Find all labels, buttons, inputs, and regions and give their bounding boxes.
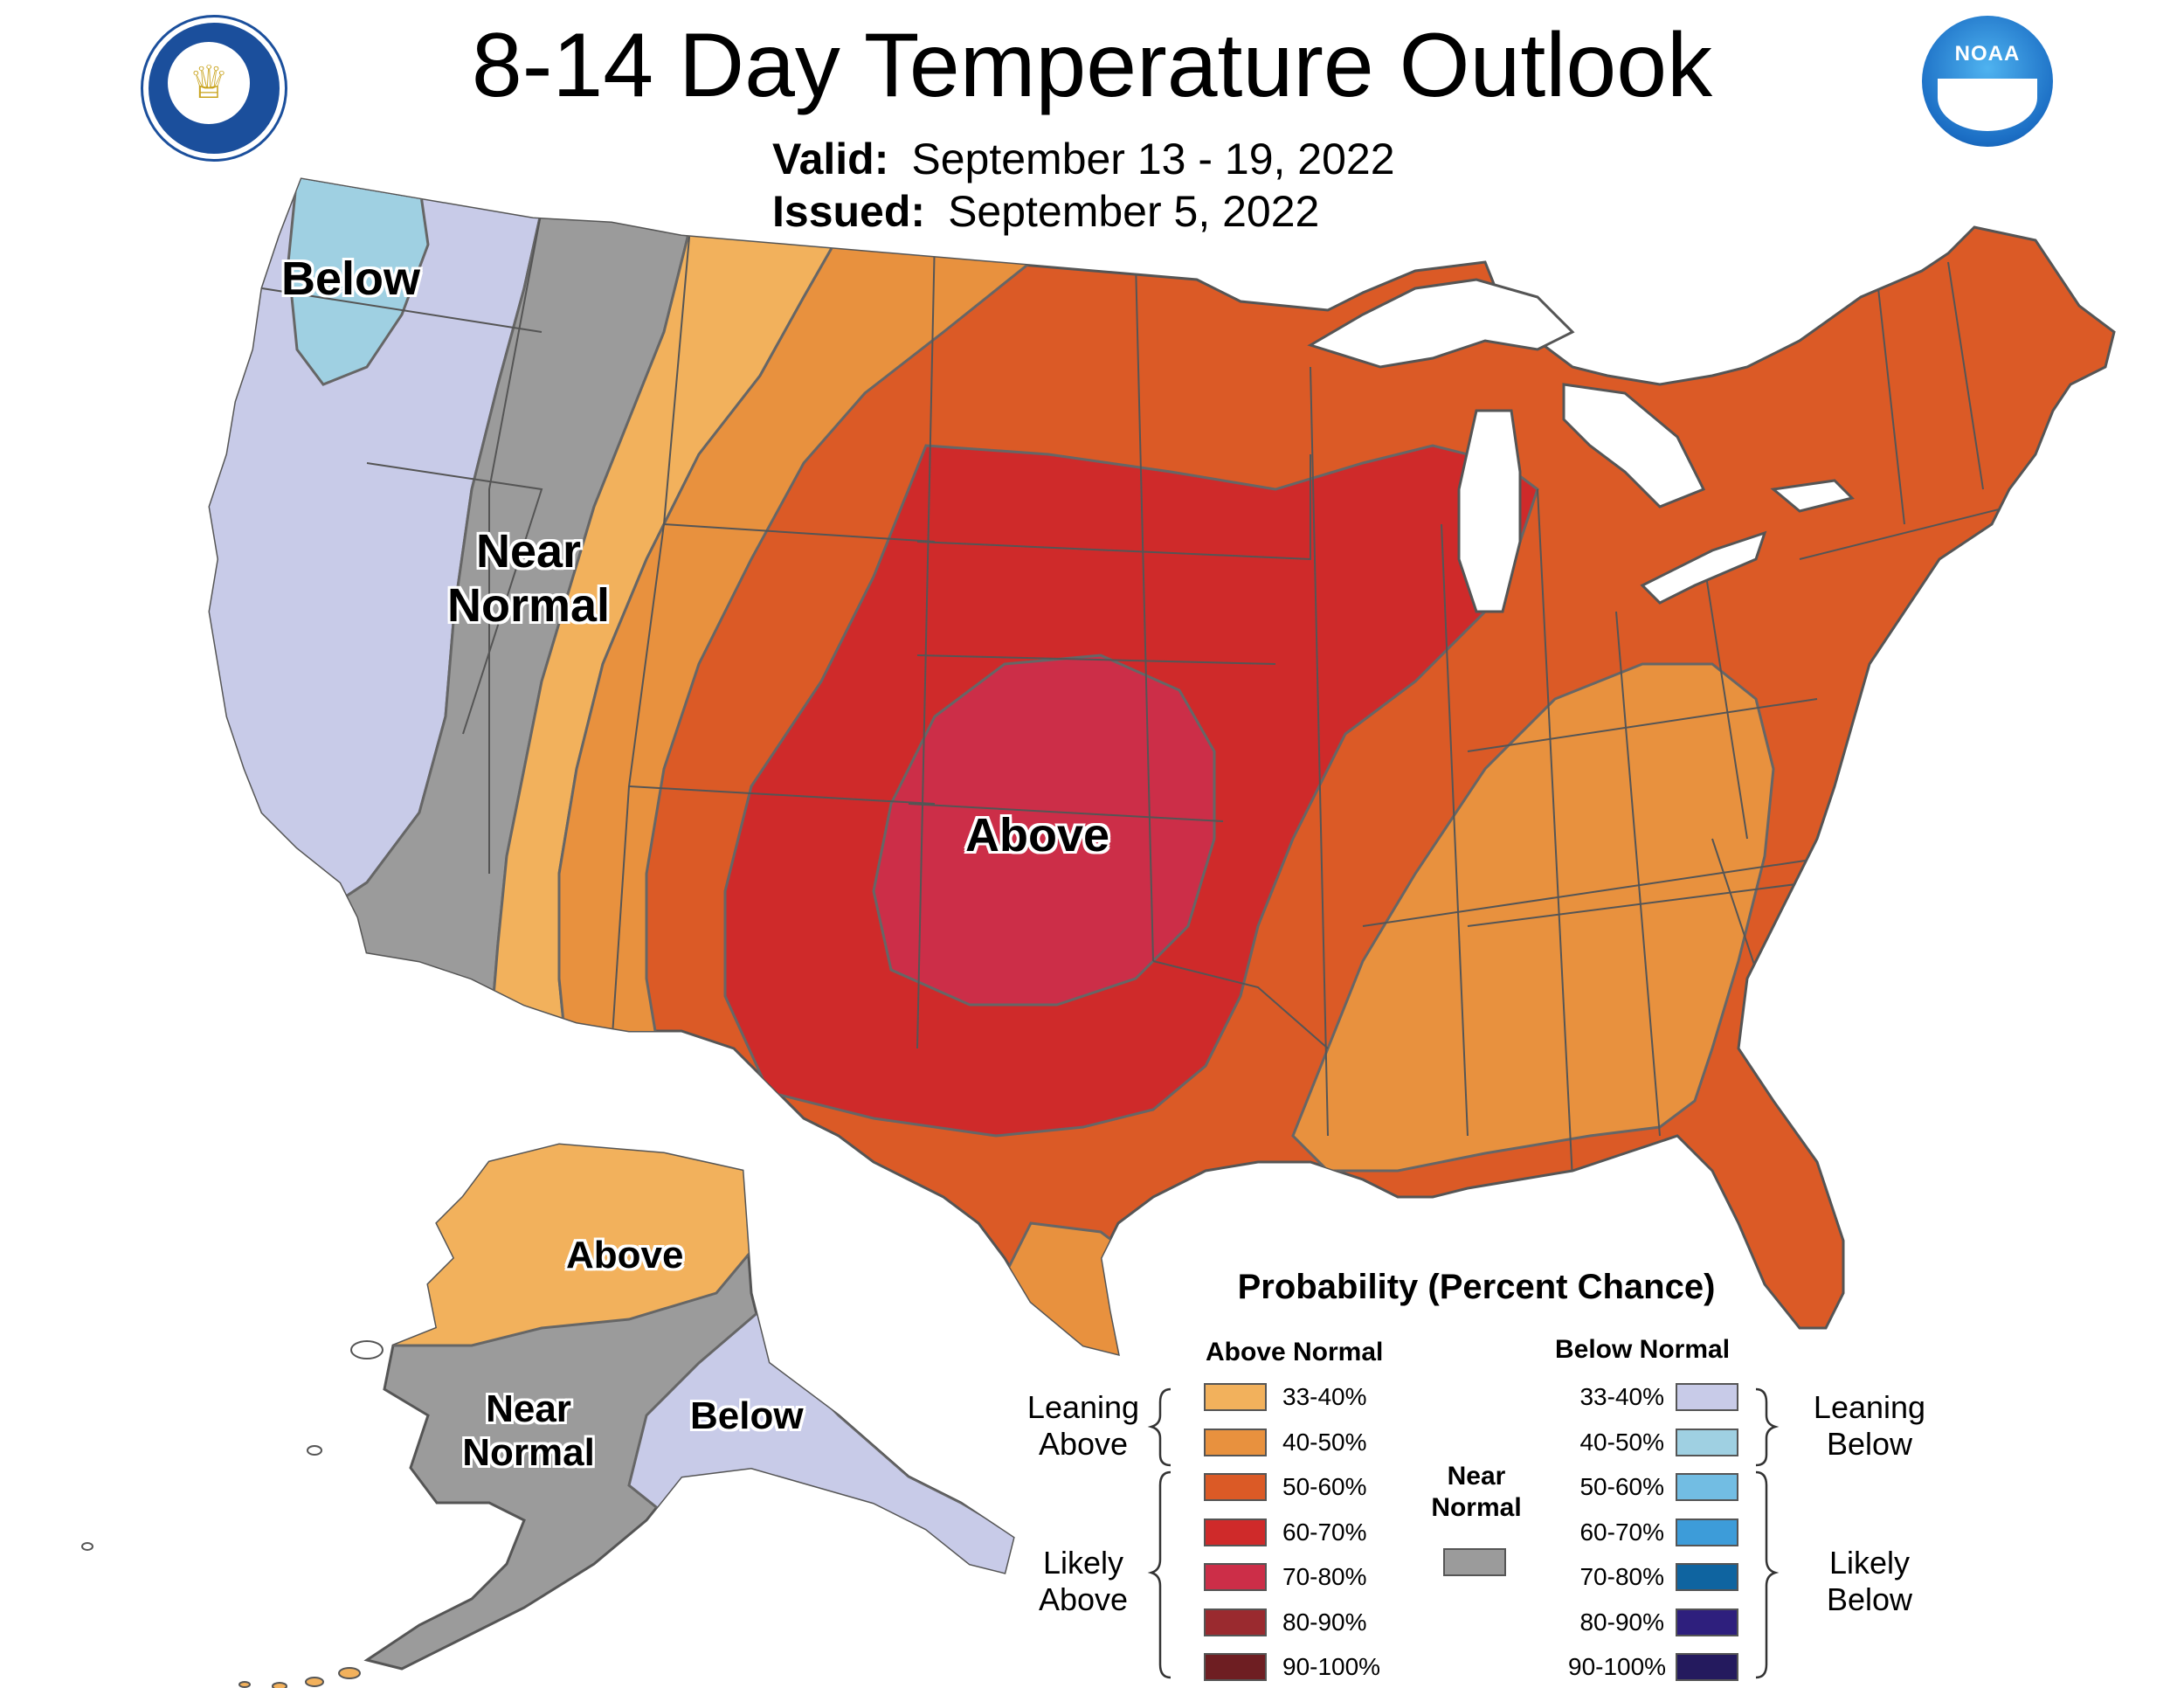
legend-leaning-below-line1: Leaning: [1813, 1389, 1926, 1425]
legend-below-label-0: 33-40%: [1579, 1383, 1664, 1410]
legend-above-label-3: 60-70%: [1282, 1518, 1367, 1546]
legend-above-label-2: 50-60%: [1282, 1473, 1367, 1500]
legend-below-swatch-0: [1676, 1383, 1738, 1411]
legend-below-label-5: 80-90%: [1579, 1608, 1664, 1636]
map-label-near-normal: Near Normal: [441, 524, 616, 633]
valid-row: Valid: September 13 - 19, 2022: [772, 133, 1395, 185]
legend-below-swatch-6: [1676, 1653, 1738, 1681]
map-label-ak-above: Above: [566, 1234, 684, 1276]
great-lakes: [1307, 278, 1855, 613]
legend-above-swatch-6: [1204, 1653, 1267, 1681]
legend-below-label-3: 60-70%: [1579, 1518, 1664, 1546]
map-label-ak-near-line2: Normal: [462, 1431, 595, 1474]
map-label-below-nw: Below: [281, 253, 421, 305]
legend-below-swatch-3: [1676, 1518, 1738, 1546]
noaa-logo-text: NOAA: [1954, 42, 2021, 66]
state-boundaries: [261, 209, 2080, 1180]
legend-near-head-line1: Near: [1447, 1462, 1506, 1491]
map-label-above-central: Above: [965, 809, 1110, 861]
map-label-ak-near-line1: Near: [486, 1387, 571, 1430]
issued-value: September 5, 2022: [948, 187, 1320, 236]
region-above-70-80: [872, 654, 1216, 1007]
legend-above-label-5: 80-90%: [1282, 1608, 1367, 1636]
region-below-40-50: [287, 179, 430, 386]
aleutian-islands: [238, 1667, 361, 1688]
department-of-commerce-seal: ♕: [143, 17, 285, 159]
legend-bracket-right: [1755, 1387, 1780, 1679]
page-title: 8-14 Day Temperature Outlook: [471, 15, 1713, 116]
legend-likely-below: Likely Below: [1795, 1545, 1944, 1618]
legend-near-normal-swatch: [1443, 1548, 1506, 1576]
noaa-bird-icon: [1938, 79, 2037, 131]
ak-small-islands: [81, 1340, 384, 1551]
legend-leaning-above-line2: Above: [1038, 1426, 1129, 1462]
valid-value: September 13 - 19, 2022: [911, 135, 1395, 183]
legend-leaning-above-line1: Leaning: [1026, 1389, 1140, 1425]
legend-above-label-4: 70-80%: [1282, 1563, 1367, 1590]
legend-likely-above-line1: Likely: [1042, 1545, 1124, 1581]
legend-above-swatch-3: [1204, 1518, 1267, 1546]
legend-below-label-2: 50-60%: [1579, 1473, 1664, 1500]
lake-erie: [1640, 530, 1767, 605]
lake-huron: [1562, 383, 1706, 508]
legend-above-swatch-4: [1204, 1563, 1267, 1591]
legend-below-label-1: 40-50%: [1579, 1428, 1664, 1456]
legend-below-label-6: 90-100%: [1568, 1653, 1667, 1680]
legend-above-swatch-2: [1204, 1473, 1267, 1501]
legend-leaning-below-line2: Below: [1826, 1426, 1913, 1462]
legend-likely-below-line2: Below: [1826, 1581, 1913, 1617]
legend-leaning-below: Leaning Below: [1795, 1389, 1944, 1463]
legend-near-head-line2: Normal: [1431, 1493, 1522, 1522]
conus-map: [208, 177, 2116, 1357]
issued-label: Issued:: [772, 187, 926, 236]
legend-near-normal-head: Near Normal: [1415, 1461, 1538, 1524]
legend-below-head: Below Normal: [1555, 1335, 1731, 1364]
map-label-ak-near-normal: Near Normal: [454, 1387, 603, 1475]
eagle-icon: ♕: [168, 42, 250, 124]
legend-title: Probability (Percent Chance): [1237, 1268, 1716, 1306]
legend-bracket-left: [1147, 1387, 1171, 1679]
legend-above-head: Above Normal: [1206, 1338, 1384, 1366]
issued-row: Issued: September 5, 2022: [772, 185, 1319, 238]
legend-below-swatch-5: [1676, 1608, 1738, 1636]
lake-michigan: [1457, 409, 1522, 613]
map-label-ak-below: Below: [690, 1394, 804, 1437]
legend-above-label-1: 40-50%: [1282, 1428, 1367, 1456]
noaa-logo: NOAA: [1922, 16, 2053, 147]
legend-below-swatch-4: [1676, 1563, 1738, 1591]
legend-below-label-4: 70-80%: [1579, 1563, 1664, 1590]
legend-above-swatch-0: [1204, 1383, 1267, 1411]
legend-above-label-6: 90-100%: [1282, 1653, 1381, 1680]
legend-above-swatch-1: [1204, 1428, 1267, 1456]
map-label-near-normal-line2: Normal: [446, 579, 611, 632]
legend-likely-below-line1: Likely: [1828, 1545, 1911, 1581]
valid-label: Valid:: [772, 135, 889, 183]
legend-below-swatch-2: [1676, 1473, 1738, 1501]
lake-superior: [1307, 278, 1575, 369]
legend-likely-above: Likely Above: [1013, 1545, 1153, 1618]
legend-above-swatch-5: [1204, 1608, 1267, 1636]
map-label-near-normal-line1: Near: [475, 525, 582, 578]
legend-leaning-above: Leaning Above: [1013, 1389, 1153, 1463]
legend-below-swatch-1: [1676, 1428, 1738, 1456]
legend-above-label-0: 33-40%: [1282, 1383, 1367, 1410]
lake-ontario: [1770, 479, 1855, 513]
legend-likely-above-line2: Above: [1038, 1581, 1129, 1617]
